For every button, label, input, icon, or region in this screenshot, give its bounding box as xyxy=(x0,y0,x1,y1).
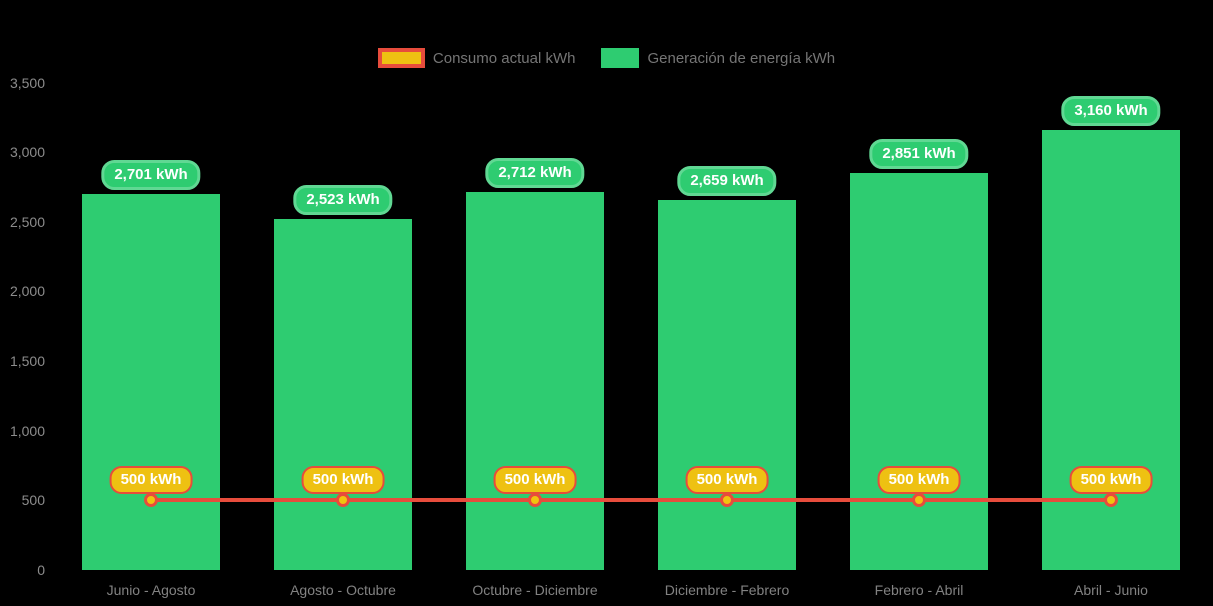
consumption-line xyxy=(151,498,1111,503)
consumption-point-marker[interactable] xyxy=(528,493,542,508)
y-axis-tick-label: 3,000 xyxy=(9,144,45,161)
x-axis-category-label: Diciembre - Febrero xyxy=(664,582,790,598)
x-axis-category-label: Abril - Junio xyxy=(1074,582,1148,598)
legend-item-consumo[interactable]: Consumo actual kWh xyxy=(377,48,576,68)
legend-item-generacion[interactable]: Generación de energía kWh xyxy=(601,48,835,68)
x-axis-category-label: Agosto - Octubre xyxy=(290,582,396,598)
generation-value-badge: 2,523 kWh xyxy=(293,184,393,215)
consumption-value-badge: 500 kWh xyxy=(1069,466,1153,495)
x-axis-category-label: Junio - Agosto xyxy=(106,582,196,598)
y-axis-tick-label: 1,000 xyxy=(9,422,45,439)
legend-label-generacion: Generación de energía kWh xyxy=(647,49,836,67)
generation-value-badge: 2,659 kWh xyxy=(677,165,777,196)
consumption-value-badge: 500 kWh xyxy=(109,466,193,495)
y-axis-tick-label: 500 xyxy=(21,492,45,509)
y-axis-tick-label: 0 xyxy=(37,562,45,578)
x-axis-category-label: Febrero - Abril xyxy=(874,582,964,598)
consumption-value-badge: 500 kWh xyxy=(301,466,385,495)
generation-bar[interactable] xyxy=(82,193,220,570)
generation-bar[interactable] xyxy=(850,172,988,570)
y-axis-tick-label: 2,000 xyxy=(9,283,45,300)
x-axis-category-label: Octubre - Diciembre xyxy=(472,582,598,598)
chart-legend: Consumo actual kWh Generación de energía… xyxy=(0,48,1213,68)
generation-value-badge: 2,851 kWh xyxy=(869,138,969,169)
generation-value-badge: 2,701 kWh xyxy=(101,159,201,190)
y-axis-tick-label: 3,500 xyxy=(9,74,45,91)
y-axis-tick-label: 1,500 xyxy=(9,353,45,370)
y-axis-tick-label: 2,500 xyxy=(9,213,45,230)
consumption-point-marker[interactable] xyxy=(336,493,350,508)
generation-value-badge: 2,712 kWh xyxy=(485,158,585,189)
consumption-point-marker[interactable] xyxy=(144,493,158,508)
legend-label-consumo: Consumo actual kWh xyxy=(432,49,576,67)
generation-bar[interactable] xyxy=(274,218,412,570)
consumption-point-marker[interactable] xyxy=(720,493,734,508)
consumption-point-marker[interactable] xyxy=(912,493,926,508)
generation-bar[interactable] xyxy=(466,192,604,570)
consumo-swatch-icon xyxy=(377,48,425,68)
generacion-swatch-icon xyxy=(601,48,640,68)
consumption-value-badge: 500 kWh xyxy=(685,466,769,495)
consumption-value-badge: 500 kWh xyxy=(877,466,961,495)
consumption-value-badge: 500 kWh xyxy=(493,466,577,495)
consumption-point-marker[interactable] xyxy=(1104,493,1118,508)
generation-bar[interactable] xyxy=(658,199,796,570)
generation-value-badge: 3,160 kWh xyxy=(1061,95,1161,126)
